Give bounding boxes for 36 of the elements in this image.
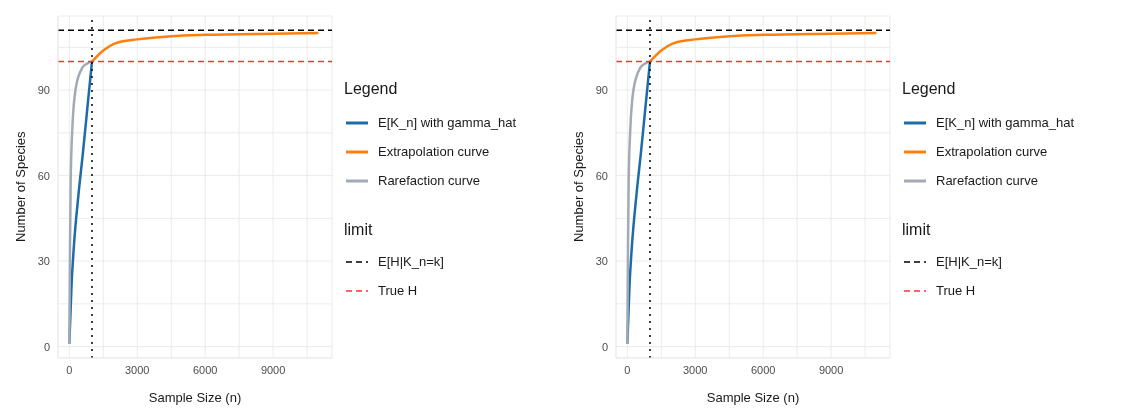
x-tick-label: 9000 <box>260 363 286 376</box>
y-tick-label: 60 <box>595 169 608 182</box>
text: limit <box>344 221 374 239</box>
legend-label: True H <box>936 283 976 298</box>
x-tick-label: 3000 <box>125 363 150 376</box>
legend-label: Rarefaction curve <box>936 173 1038 188</box>
y-tick-label: 90 <box>595 84 608 96</box>
x-axis-title: Sample Size (n) <box>706 390 800 405</box>
x-tick-label: 0 <box>66 363 73 376</box>
y-tick-label: 90 <box>37 84 50 96</box>
legend-label: True H <box>378 283 418 298</box>
x-tick-label: 0 <box>624 363 631 376</box>
y-tick-label: 0 <box>601 340 608 353</box>
legend-title: Legend <box>902 80 957 98</box>
x-tick-label: 6000 <box>192 363 218 376</box>
text: limit <box>902 221 932 239</box>
legend-title: Legend <box>344 80 399 98</box>
legend-label: Extrapolation curve <box>378 144 490 159</box>
legend-label: Rarefaction curve <box>378 173 480 188</box>
y-axis-title: Number of Species <box>12 130 28 242</box>
x-axis-title: Sample Size (n) <box>148 390 242 405</box>
y-tick-label: 60 <box>37 169 50 182</box>
y-tick-label: 0 <box>43 340 50 353</box>
legend-label: E[H|K_n=k] <box>936 254 1002 269</box>
legend-label: E[K_n] with gamma_hat <box>378 115 517 130</box>
legend-label: E[H|K_n=k] <box>378 254 444 269</box>
y-tick-label: 30 <box>37 255 50 268</box>
line-series <box>648 31 878 63</box>
x-tick-label: 6000 <box>750 363 776 376</box>
line-series <box>90 31 320 63</box>
y-axis-title: Number of Species <box>570 130 586 242</box>
legend-label: Extrapolation curve <box>936 144 1048 159</box>
x-tick-label: 9000 <box>818 363 844 376</box>
legend-label: E[K_n] with gamma_hat <box>936 115 1075 130</box>
y-tick-label: 30 <box>595 255 608 268</box>
x-tick-label: 3000 <box>683 363 708 376</box>
